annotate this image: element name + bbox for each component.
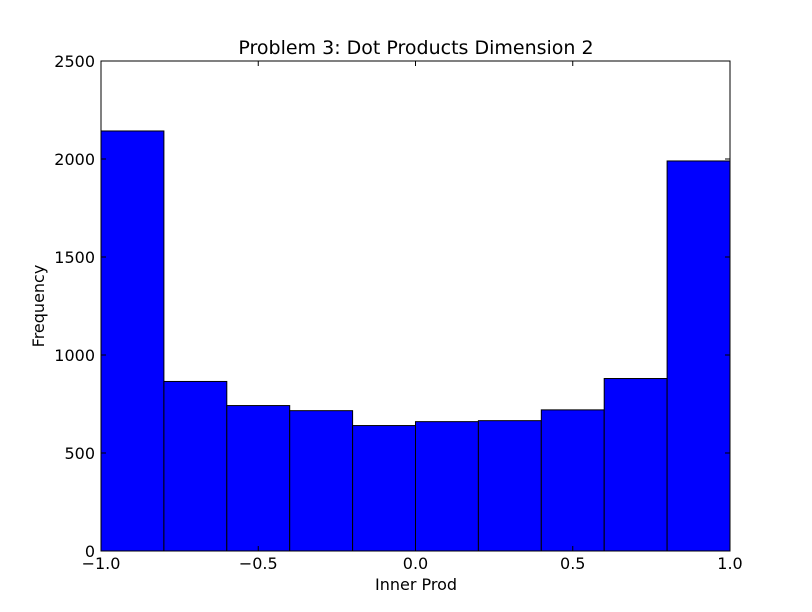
histogram-bar: [540, 409, 605, 552]
y-ticks-group: 0 500 1000 1500 2000 2500: [54, 52, 730, 561]
x-tick-label: 0.5: [560, 554, 585, 573]
x-tick-label: −0.5: [239, 554, 278, 573]
histogram-bar: [289, 410, 354, 552]
y-tick-label: 1500: [54, 248, 95, 267]
histogram-bar: [666, 160, 731, 552]
histogram-bar: [603, 378, 668, 552]
bars-group: [100, 130, 731, 552]
histogram-bar: [352, 425, 417, 552]
histogram-bar: [226, 405, 291, 552]
plot-frame: [100, 60, 731, 552]
histogram-bar: [163, 380, 228, 552]
histogram-bar: [415, 421, 479, 552]
y-tick-label: 1000: [54, 346, 95, 365]
histogram-bar: [100, 130, 165, 552]
y-tick-label: 2000: [54, 150, 95, 169]
y-tick-label: 2500: [54, 52, 95, 71]
y-tick-label: 500: [64, 444, 95, 463]
x-tick-label: −1.0: [82, 554, 121, 573]
x-ticks-group: −1.0 −0.5 0.0 0.5 1.0: [82, 61, 743, 573]
x-tick-label: 1.0: [717, 554, 742, 573]
x-tick-label: 0.0: [403, 554, 428, 573]
x-axis-label: Inner Prod: [375, 575, 457, 594]
y-axis-label: Frequency: [29, 265, 48, 348]
histogram-bar: [477, 420, 542, 552]
y-tick-label: 0: [85, 542, 95, 561]
chart-title: Problem 3: Dot Products Dimension 2: [238, 37, 593, 59]
